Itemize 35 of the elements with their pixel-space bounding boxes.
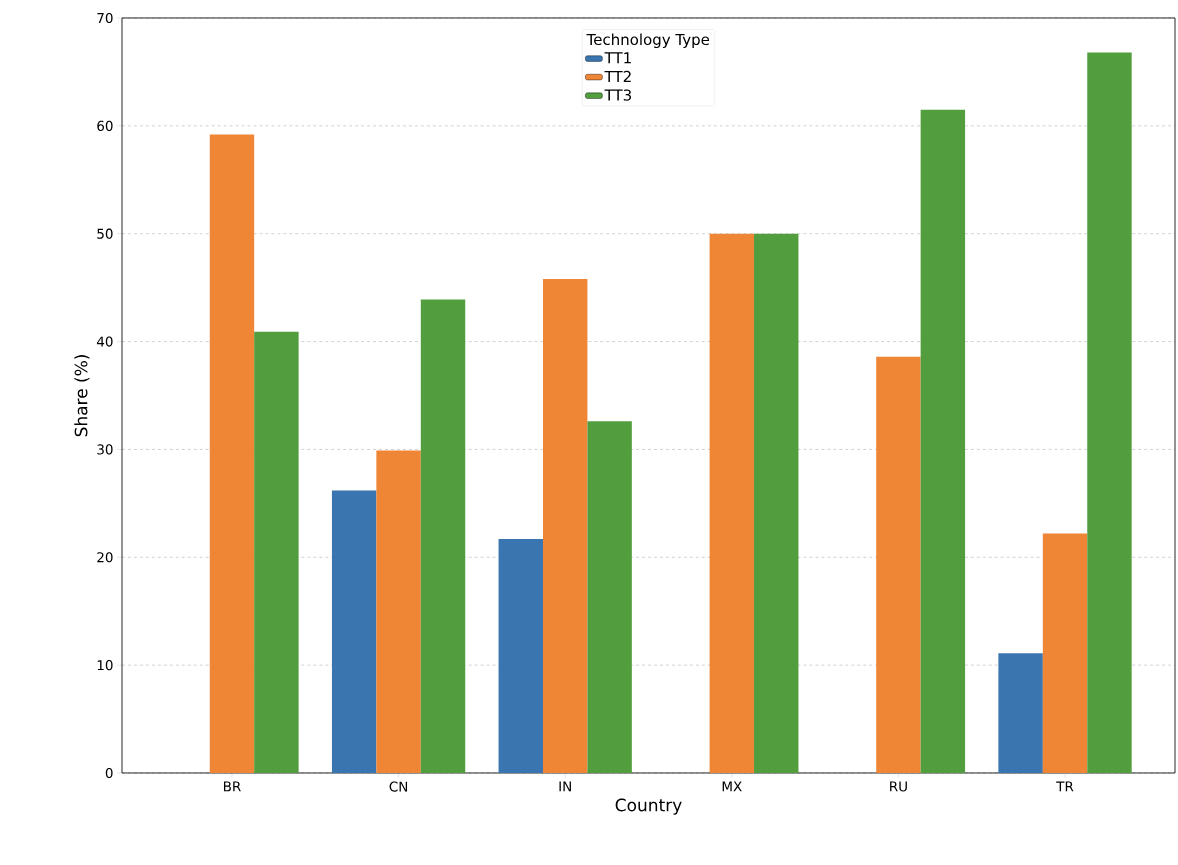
x-tick-label: IN: [559, 781, 571, 792]
x-tick-label: BR: [223, 781, 241, 792]
bar: [876, 356, 921, 773]
x-tick-label: MX: [722, 781, 742, 792]
y-tick-label: 50: [97, 228, 113, 239]
bar: [920, 109, 966, 773]
bar: [420, 299, 466, 773]
bar: [709, 233, 755, 773]
bar: [1087, 52, 1132, 773]
bar: [587, 421, 632, 773]
bar: [254, 331, 299, 773]
y-tick-label: 0: [105, 767, 113, 779]
y-tick-label: 70: [97, 12, 113, 24]
legend-label: TT2: [604, 70, 631, 82]
bar: [1042, 533, 1088, 773]
legend-label: TT1: [604, 52, 631, 64]
bar: [754, 233, 799, 773]
y-tick-label: 10: [97, 660, 113, 671]
y-tick-label: 30: [97, 444, 113, 455]
x-tick-label: TR: [1056, 781, 1074, 792]
bar: [209, 134, 255, 773]
y-tick-label: 20: [97, 552, 113, 563]
bar: [331, 490, 377, 773]
bar: [498, 538, 543, 773]
x-axis-title: Country: [615, 798, 682, 815]
y-tick-label: 60: [97, 120, 113, 131]
y-tick-label: 40: [96, 336, 113, 347]
bar: [998, 653, 1043, 773]
bar: [542, 279, 588, 773]
x-tick-label: CN: [389, 781, 408, 792]
legend-title: Technology Type: [586, 33, 710, 49]
bar: [376, 450, 421, 773]
legend-label: TT3: [604, 89, 631, 101]
x-tick-label: RU: [890, 781, 907, 792]
y-axis-title: Share (%): [74, 355, 90, 437]
